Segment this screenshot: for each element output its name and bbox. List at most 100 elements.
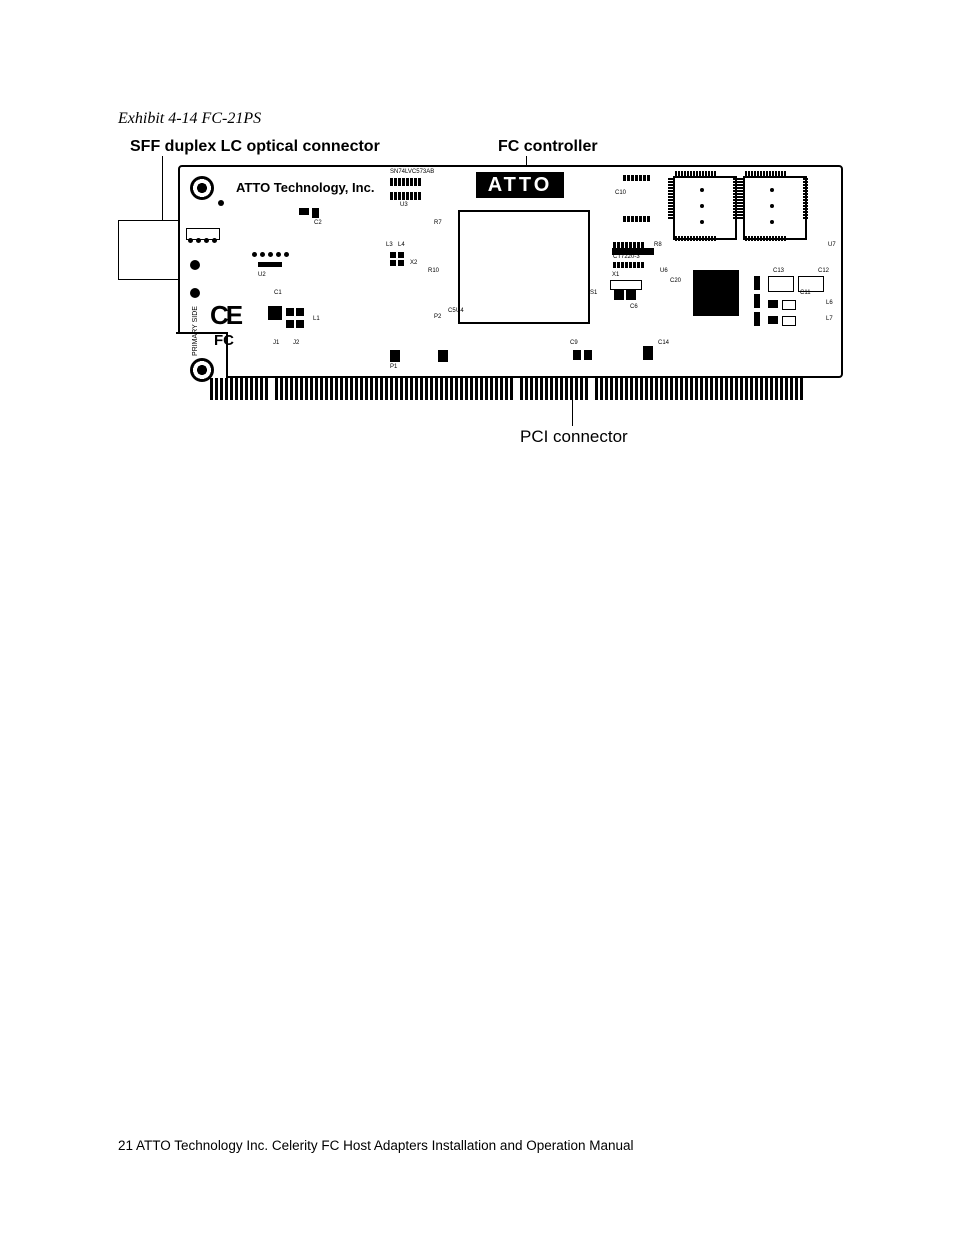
via-dot: [190, 288, 200, 298]
exhibit-title: Exhibit 4-14 FC-21PS: [118, 110, 261, 128]
ref-text: C20: [670, 278, 681, 284]
ref-text: L1: [313, 316, 320, 322]
via-dot: [770, 220, 774, 224]
smd-component: [754, 276, 760, 290]
board-diagram: ATTO Technology, Inc. ATTO: [118, 160, 848, 420]
ref-text: J2: [293, 340, 299, 346]
callout-line-pci: [572, 400, 573, 426]
via-dot: [770, 188, 774, 192]
label-pci-connector: PCI connector: [520, 427, 628, 447]
brand-text: ATTO Technology, Inc.: [236, 180, 374, 195]
sff-bracket: [118, 220, 180, 280]
smd-component: [390, 350, 400, 362]
ref-text: CT7220-3: [613, 254, 640, 260]
ref-text: U6: [660, 268, 668, 274]
chip-pins-icon: [390, 178, 421, 186]
ref-text: P2: [434, 314, 441, 320]
page-footer: 21 ATTO Technology Inc. Celerity FC Host…: [118, 1138, 634, 1153]
ref-text: L4: [398, 242, 405, 248]
via-dot: [770, 204, 774, 208]
fc-mark-icon: FC: [214, 332, 234, 349]
ref-text: U3: [400, 202, 408, 208]
ref-text: C10: [615, 190, 626, 196]
pci-segment: [275, 378, 513, 400]
ref-text: X2: [410, 260, 417, 266]
side-label: PRIMARY SIDE: [192, 306, 199, 356]
ref-text: C11: [800, 290, 811, 296]
ref-text: U4: [456, 308, 464, 314]
smd-component: [768, 316, 778, 324]
chip-u7: [743, 176, 807, 240]
ref-text: SN74LVC573AB: [390, 169, 434, 175]
ref-text: R10: [428, 268, 439, 274]
ref-text: C5: [448, 308, 456, 314]
smd-component: [438, 350, 448, 362]
ref-text: X1: [612, 272, 619, 278]
ref-text: P1: [390, 364, 397, 370]
label-fc-controller: FC controller: [498, 138, 598, 156]
smd-component: [299, 208, 309, 215]
pci-connector: [210, 378, 840, 400]
chip-pins-icon: [803, 178, 808, 219]
ref-text: U2: [258, 272, 266, 278]
smd-component: [626, 290, 636, 300]
ref-text: C9: [570, 340, 578, 346]
black-component: [693, 270, 739, 316]
chip-pins-icon: [623, 216, 650, 222]
pci-segment: [520, 378, 588, 400]
chip-pins-icon: [745, 171, 786, 176]
chip-pins-icon: [623, 175, 650, 181]
smd-component: [258, 262, 282, 267]
fc-controller-chip: [458, 210, 590, 324]
smd-component: [643, 346, 653, 360]
chip-pins-icon: [675, 236, 716, 241]
ref-text: L3: [386, 242, 393, 248]
ce-mark-icon: CE: [210, 300, 240, 331]
via-dot: [218, 200, 224, 206]
smd-component: [754, 294, 760, 308]
chip-pins-icon: [668, 178, 673, 219]
ref-text: L7: [826, 316, 833, 322]
smd-component: [268, 306, 282, 320]
smd-component: [754, 312, 760, 326]
ref-text: R7: [434, 220, 442, 226]
smd-component: [296, 308, 304, 316]
smd-component: [312, 208, 319, 218]
chip-pins-icon: [745, 236, 786, 241]
smd-component: [768, 300, 778, 308]
header-pin: [390, 260, 396, 266]
ref-text: U7: [828, 242, 836, 248]
ref-text: L6: [826, 300, 833, 306]
smd-component: [573, 350, 581, 360]
smd-component: [296, 320, 304, 328]
via-dot: [700, 220, 704, 224]
smd-component: [584, 350, 592, 360]
ref-text: J1: [273, 340, 279, 346]
mount-hole-icon: [190, 176, 214, 200]
label-sff-connector: SFF duplex LC optical connector: [130, 138, 380, 156]
chip-pins-icon: [613, 262, 644, 268]
smd-outline: [782, 316, 796, 326]
ref-text: R8: [654, 242, 662, 248]
page: Exhibit 4-14 FC-21PS SFF duplex LC optic…: [0, 0, 954, 1235]
header-pin: [398, 252, 404, 258]
chip-pins-icon: [390, 192, 421, 200]
ref-text: C12: [818, 268, 829, 274]
via-dot: [700, 204, 704, 208]
header-pin: [398, 260, 404, 266]
chip-pins-icon: [738, 178, 743, 219]
header-pin: [390, 252, 396, 258]
ref-text: S1: [590, 290, 597, 296]
ref-text: C14: [658, 340, 669, 346]
led-row: [188, 238, 217, 243]
ref-text: C1: [274, 290, 282, 296]
atto-logo: ATTO: [476, 172, 564, 198]
smd-component: [614, 290, 624, 300]
ref-text: C13: [773, 268, 784, 274]
led-row: [252, 252, 289, 257]
chip-u6: [673, 176, 737, 240]
smd-outline: [610, 280, 642, 290]
pci-segment: [210, 378, 268, 400]
smd-outline: [782, 300, 796, 310]
ref-text: C6: [630, 304, 638, 310]
